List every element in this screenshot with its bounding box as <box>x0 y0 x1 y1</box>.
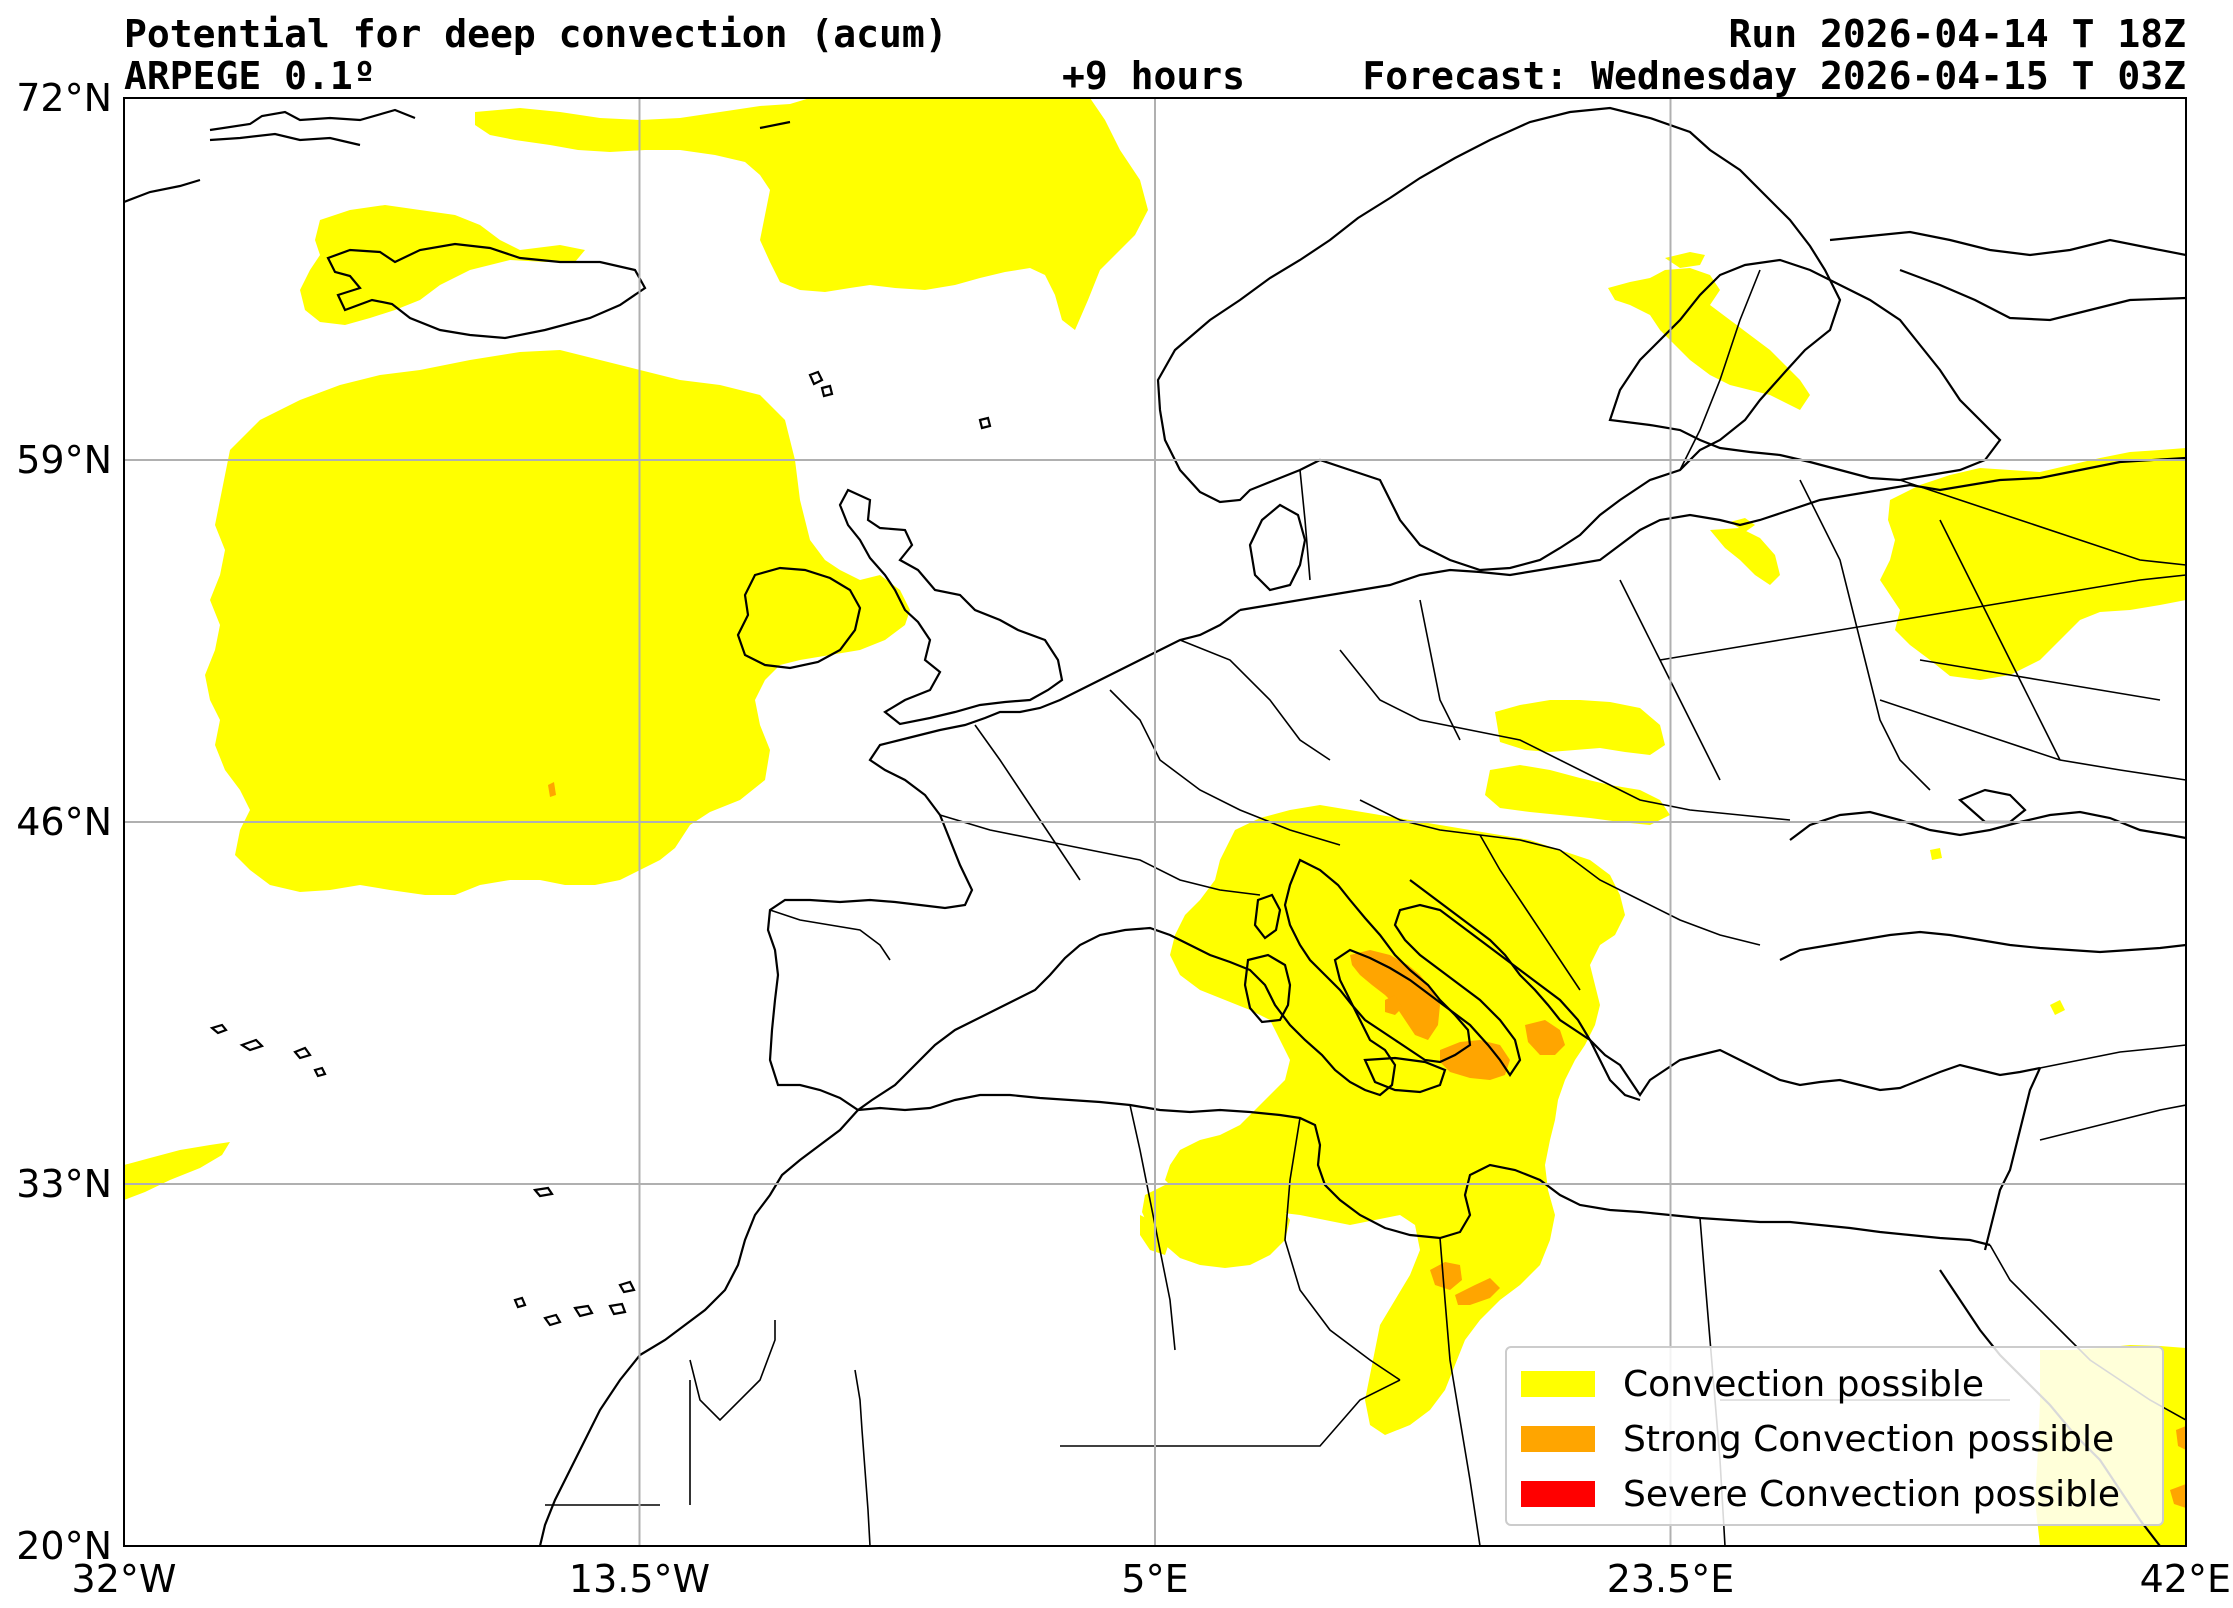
border-line <box>1439 1237 1481 1546</box>
border-line <box>974 724 1081 881</box>
coastline-levant <box>1983 1067 2042 1251</box>
coastline-north-africa <box>857 1093 1991 1247</box>
coastline-iceland <box>326 242 647 340</box>
border-line <box>854 1369 871 1546</box>
coastline-denmark <box>1248 503 1307 592</box>
coastline-great-britain <box>838 488 1064 726</box>
convection-area-west-atlantic-south <box>124 1142 230 1200</box>
border-line <box>1339 649 1561 761</box>
border-line <box>1284 1117 1401 1381</box>
lon-tick-label: 23.5°E <box>1606 1557 1735 1601</box>
border-line <box>1919 659 2161 701</box>
border-line <box>1659 574 2186 661</box>
gridlines <box>124 98 2186 1546</box>
convection-area-turkey-dot <box>2050 1000 2065 1015</box>
run-label: Run 2026-04-14 T 18Z <box>1728 12 2186 56</box>
legend-swatch-yellow <box>1521 1371 1595 1397</box>
convection-area-russia <box>1880 448 2186 680</box>
border-line <box>1179 639 1331 761</box>
legend-item-severe: Severe Convection possible <box>1521 1473 2121 1515</box>
legend: Convection possible Strong Convection po… <box>1505 1346 2164 1526</box>
strong-area-calabria <box>1385 995 1402 1015</box>
lon-tick-label: 42°E <box>2139 1557 2231 1601</box>
coastline-kola <box>1829 230 2186 322</box>
border-line <box>689 1320 776 1422</box>
map-title: Potential for deep convection (acum) <box>124 12 948 56</box>
coastline-corsica <box>1253 893 1282 940</box>
coastlines <box>124 106 2186 1546</box>
coastline-azores <box>209 1023 327 1078</box>
coastline-greenland <box>124 108 791 204</box>
legend-item-convection: Convection possible <box>1521 1363 1985 1405</box>
border-line <box>2039 1044 2186 1069</box>
convection-area-iceland <box>300 205 585 325</box>
legend-label: Convection possible <box>1623 1363 1985 1405</box>
border-line <box>1419 599 1461 741</box>
strong-area-arabia-2 <box>2170 1484 2186 1508</box>
axes-frame <box>123 97 2187 1547</box>
convection-area-atlantic <box>205 350 910 895</box>
legend-swatch-orange <box>1521 1426 1595 1452</box>
model-label: ARPEGE 0.1º <box>124 54 376 98</box>
border-line <box>1109 689 1341 846</box>
coastline-baltic-south <box>1239 456 2186 612</box>
coastline-balkans <box>1409 879 2041 1097</box>
coastline-west-europe <box>766 609 1641 1112</box>
convection-area-carpathians <box>1495 700 1665 755</box>
lon-tick-label: 5°E <box>1121 1557 1189 1601</box>
forecast-label: Forecast: Wednesday 2026-04-15 T 03Z <box>1362 54 2186 98</box>
coastline-sicily <box>1363 1056 1447 1094</box>
border-line <box>1559 759 1791 821</box>
convection-area-finland-north <box>1665 252 1705 268</box>
border-line <box>1299 469 1311 581</box>
strong-area-ionian-east <box>1525 1020 1565 1055</box>
lat-tick-label: 59°N <box>16 438 112 482</box>
coastline-finland <box>1608 258 2002 482</box>
legend-item-strong: Strong Convection possible <box>1521 1418 2115 1460</box>
border-line <box>2039 1104 2186 1141</box>
coastline-black-sea-north <box>1789 810 2186 841</box>
border-line <box>1060 1379 1401 1447</box>
coastline-ireland <box>736 566 862 670</box>
strong-area-libya-1 <box>1430 1262 1462 1290</box>
legend-swatch-red <box>1521 1481 1595 1507</box>
lon-tick-label: 13.5°W <box>568 1557 711 1601</box>
lat-tick-label: 20°N <box>16 1524 112 1568</box>
strong-convection-areas <box>548 782 2186 1508</box>
border-line <box>1799 479 1931 791</box>
coastline-sardinia <box>1243 953 1292 1024</box>
coastline-turkey-north <box>1779 930 2186 961</box>
coastline-madeira <box>532 1186 554 1198</box>
convection-area-pannonia <box>1485 765 1670 825</box>
convection-area-norwegian-sea <box>475 98 1148 330</box>
border-line <box>1899 479 2186 566</box>
strong-area-atlantic-dot <box>548 782 556 797</box>
lead-time-label: +9 hours <box>1062 54 1246 98</box>
coastline-faroe <box>808 370 992 430</box>
border-line <box>1559 849 1761 946</box>
coastline-morocco-west <box>538 1109 859 1546</box>
border-line <box>1679 269 1761 471</box>
border-line <box>769 909 891 961</box>
strong-area-arabia-1 <box>2176 1426 2186 1450</box>
lat-tick-label: 46°N <box>16 800 112 844</box>
lat-tick-label: 72°N <box>16 76 112 120</box>
strong-area-libya-2 <box>1455 1278 1500 1305</box>
legend-label: Severe Convection possible <box>1623 1473 2121 1515</box>
border-line <box>1479 834 1581 991</box>
coastline-canaries <box>513 1280 636 1327</box>
convection-area-black-sea-dot <box>1930 848 1942 860</box>
coastline-norway-sweden <box>1156 106 1842 572</box>
lon-tick-label: 32°W <box>71 1557 177 1601</box>
legend-label: Strong Convection possible <box>1623 1418 2115 1460</box>
coastline-italy <box>1283 858 1472 1064</box>
border-line <box>1359 799 1561 851</box>
convection-area-baltic <box>1710 528 1780 585</box>
border-line <box>1939 519 2061 761</box>
convection-area-finland <box>1608 268 1810 410</box>
lat-tick-label: 33°N <box>16 1162 112 1206</box>
border-line <box>939 814 1261 896</box>
convection-area-tunisia <box>1142 1180 1290 1268</box>
border-line <box>1879 699 2186 781</box>
